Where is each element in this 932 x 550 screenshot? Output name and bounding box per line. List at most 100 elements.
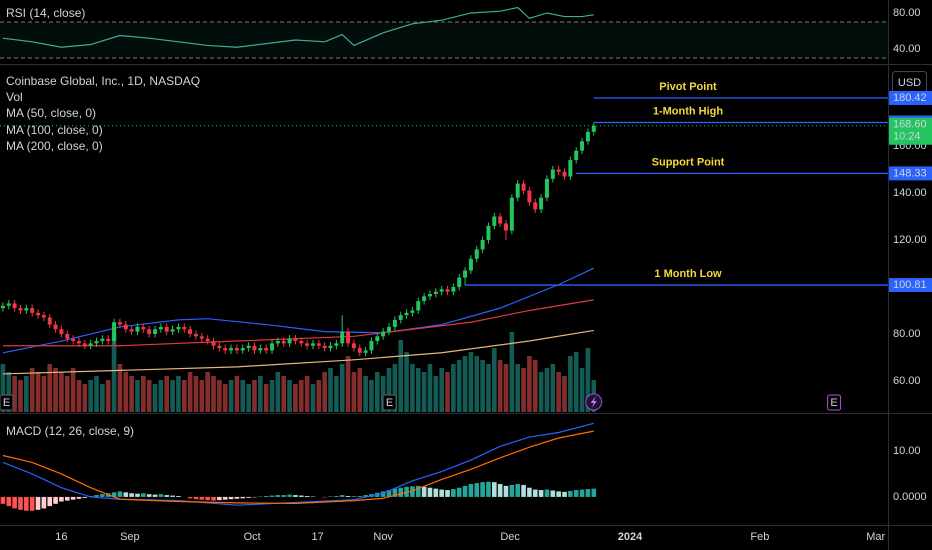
candle-body [346, 331, 351, 344]
volume-bar [123, 372, 129, 412]
macd-histogram-bar [480, 482, 485, 497]
candle-body [580, 141, 585, 151]
macd-histogram-bar [94, 495, 99, 497]
candle-body [258, 348, 263, 351]
candle-body [36, 312, 41, 316]
macd-histogram-bar [146, 494, 152, 497]
volume-bar [158, 380, 164, 412]
macd-histogram-bar [293, 495, 298, 497]
macd-histogram-bar [334, 496, 339, 497]
macd-histogram-bar [380, 491, 386, 497]
volume-bar [550, 364, 556, 412]
volume-bar [357, 368, 363, 412]
event-label: E [386, 397, 393, 409]
volume-bar [334, 376, 339, 412]
candle-body [117, 322, 122, 325]
volume-bar [304, 376, 310, 412]
volume-bar [316, 380, 322, 412]
price-label: 180.42 [893, 92, 927, 104]
volume-bar [474, 356, 480, 412]
candle-body [363, 350, 368, 353]
macd-histogram-bar [503, 485, 509, 497]
rsi-title: RSI (14, close) [6, 6, 85, 20]
volume-bar [462, 356, 468, 412]
volume-bar [47, 364, 53, 412]
x-tick-label: 16 [55, 531, 67, 543]
volume-bar [211, 376, 216, 412]
volume-bar [176, 376, 181, 412]
volume-bar [12, 376, 17, 412]
volume-bar [456, 360, 462, 412]
moving-average [2, 267, 595, 354]
candle-body [351, 343, 356, 349]
candle-body [404, 312, 409, 316]
candle-body [357, 348, 362, 353]
volume-bar [328, 368, 333, 412]
candle-body [310, 343, 315, 346]
macd-histogram-bar [18, 496, 23, 510]
candle-body [445, 289, 450, 292]
volume-bar [64, 376, 70, 412]
volume-bar [521, 368, 526, 412]
candle-body [193, 333, 198, 337]
volume-bar [427, 364, 433, 412]
event-icon [382, 394, 397, 411]
volume-bar [164, 376, 170, 412]
alert-bolt [590, 396, 597, 408]
currency-label[interactable]: USD [898, 77, 921, 89]
event-label: E [830, 397, 837, 409]
candle-body [234, 348, 239, 351]
volume-bar [293, 384, 298, 412]
macd-histogram-bar [281, 495, 287, 497]
candle-body [515, 183, 520, 198]
candle-body [468, 258, 473, 271]
macd-histogram-bar [568, 490, 573, 497]
volume-bar [240, 380, 246, 412]
volume-bar [556, 372, 561, 412]
volume-bar [468, 352, 474, 412]
volume-bar [298, 380, 304, 412]
candle-body [328, 345, 333, 349]
candle-body [252, 345, 257, 351]
macd-histogram-bar [486, 481, 491, 497]
price-label: 148.33 [893, 167, 927, 179]
candle-body [223, 348, 228, 351]
macd-histogram-bar [562, 491, 567, 497]
volume-bar [35, 372, 41, 412]
macd-histogram-bar [439, 489, 444, 497]
candle-body [293, 338, 298, 342]
candle-body [416, 301, 421, 311]
macd-title: MACD (12, 26, close, 9) [6, 424, 134, 438]
candle-body [65, 333, 70, 339]
macd-histogram-bar [398, 487, 404, 497]
annotation-label: Pivot Point [659, 81, 717, 93]
candle-body [544, 178, 549, 198]
candle-body [463, 270, 468, 278]
volume-bar [345, 356, 351, 412]
macd-histogram-bar [579, 489, 585, 497]
candle-body [392, 319, 397, 327]
candle-body [88, 343, 93, 346]
candle-body [562, 171, 567, 177]
candle-body [369, 341, 374, 351]
candle-body [492, 216, 497, 226]
x-tick-label: Dec [500, 531, 520, 543]
macd-histogram-bar [468, 484, 474, 497]
macd-histogram-bar [12, 496, 17, 509]
candle-body [299, 341, 304, 344]
volume-bar [269, 380, 275, 412]
volume-bar [363, 376, 368, 412]
volume-legend: Vol [6, 90, 23, 104]
macd-histogram-bar [100, 494, 105, 497]
ma-legend: MA (50, close, 0) [6, 106, 96, 120]
volume-bar [82, 384, 88, 412]
macd-histogram-bar [76, 496, 82, 499]
candle-body [568, 160, 573, 177]
volume-bar [6, 372, 12, 412]
last-price-label: 168.60 [893, 119, 927, 131]
candle-body [451, 286, 456, 292]
candle-body [246, 345, 251, 349]
volume-bar [527, 356, 532, 412]
